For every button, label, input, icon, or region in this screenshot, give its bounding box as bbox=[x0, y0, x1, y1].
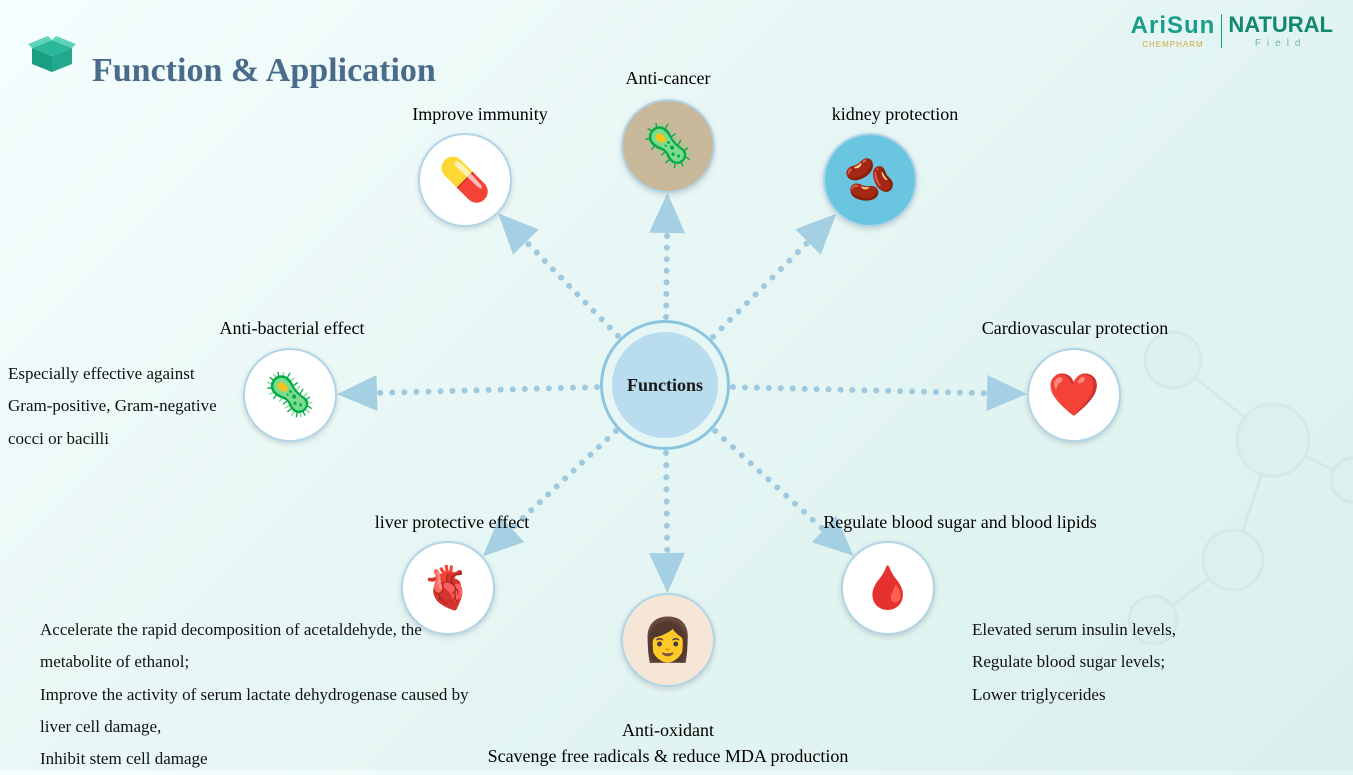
bacteria-sun-icon: 🦠 bbox=[264, 371, 316, 420]
connector-line bbox=[709, 239, 811, 341]
face-skin-icon: 👩 bbox=[642, 616, 694, 665]
node-label-regulate_blood: Regulate blood sugar and blood lipids bbox=[823, 512, 1096, 533]
connector-line bbox=[524, 240, 622, 340]
center-hub: Functions bbox=[600, 320, 730, 450]
connector-line bbox=[711, 427, 826, 532]
node-label-anti_oxidant: Anti-oxidant bbox=[622, 720, 714, 741]
connector-line bbox=[377, 384, 600, 396]
radial-diagram: Functions 🦠 Anti-cancer 💊 Improve immunity 🫘 k… bbox=[0, 0, 1353, 770]
glucometer-icon: 🩸 bbox=[862, 564, 914, 613]
node-anti_oxidant: 👩 bbox=[621, 593, 715, 687]
node-anti_bacterial: 🦠 bbox=[243, 348, 337, 442]
node-label-kidney_protection: kidney protection bbox=[832, 104, 958, 125]
node-desc-liver_protective: Accelerate the rapid decomposition of ac… bbox=[40, 614, 480, 775]
node-label-anti_bacterial: Anti-bacterial effect bbox=[219, 318, 364, 339]
node-label-cardiovascular: Cardiovascular protection bbox=[982, 318, 1168, 339]
cancer-cells-icon: 🦠 bbox=[642, 122, 694, 171]
connector-arrowhead bbox=[649, 193, 685, 233]
node-desc-regulate_blood: Elevated serum insulin levels, Regulate … bbox=[972, 614, 1272, 711]
node-regulate_blood: 🩸 bbox=[841, 541, 935, 635]
connector-arrowhead bbox=[649, 553, 685, 593]
node-improve_immunity: 💊 bbox=[418, 133, 512, 227]
node-cardiovascular: ❤️ bbox=[1027, 348, 1121, 442]
connector-line bbox=[663, 450, 670, 553]
node-kidney_protection: 🫘 bbox=[823, 133, 917, 227]
node-label-improve_immunity: Improve immunity bbox=[412, 104, 547, 125]
node-desc-anti_bacterial: Especially effective against Gram-positi… bbox=[8, 358, 228, 455]
connector-line bbox=[663, 233, 670, 320]
connector-arrowhead bbox=[337, 375, 378, 412]
kidneys-icon: 🫘 bbox=[844, 156, 896, 205]
center-ring bbox=[600, 320, 730, 450]
node-label-liver_protective: liver protective effect bbox=[375, 512, 530, 533]
node-sublabel-anti_oxidant: Scavenge free radicals & reduce MDA prod… bbox=[488, 746, 849, 767]
connector-arrowhead bbox=[987, 375, 1028, 412]
heart-ecg-icon: ❤️ bbox=[1048, 371, 1100, 420]
node-anti_cancer: 🦠 bbox=[621, 99, 715, 193]
medicine-box-icon: 💊 bbox=[439, 156, 491, 205]
liver-icon: 🫀 bbox=[422, 564, 474, 613]
connector-line bbox=[730, 384, 987, 396]
node-label-anti_cancer: Anti-cancer bbox=[626, 68, 711, 89]
